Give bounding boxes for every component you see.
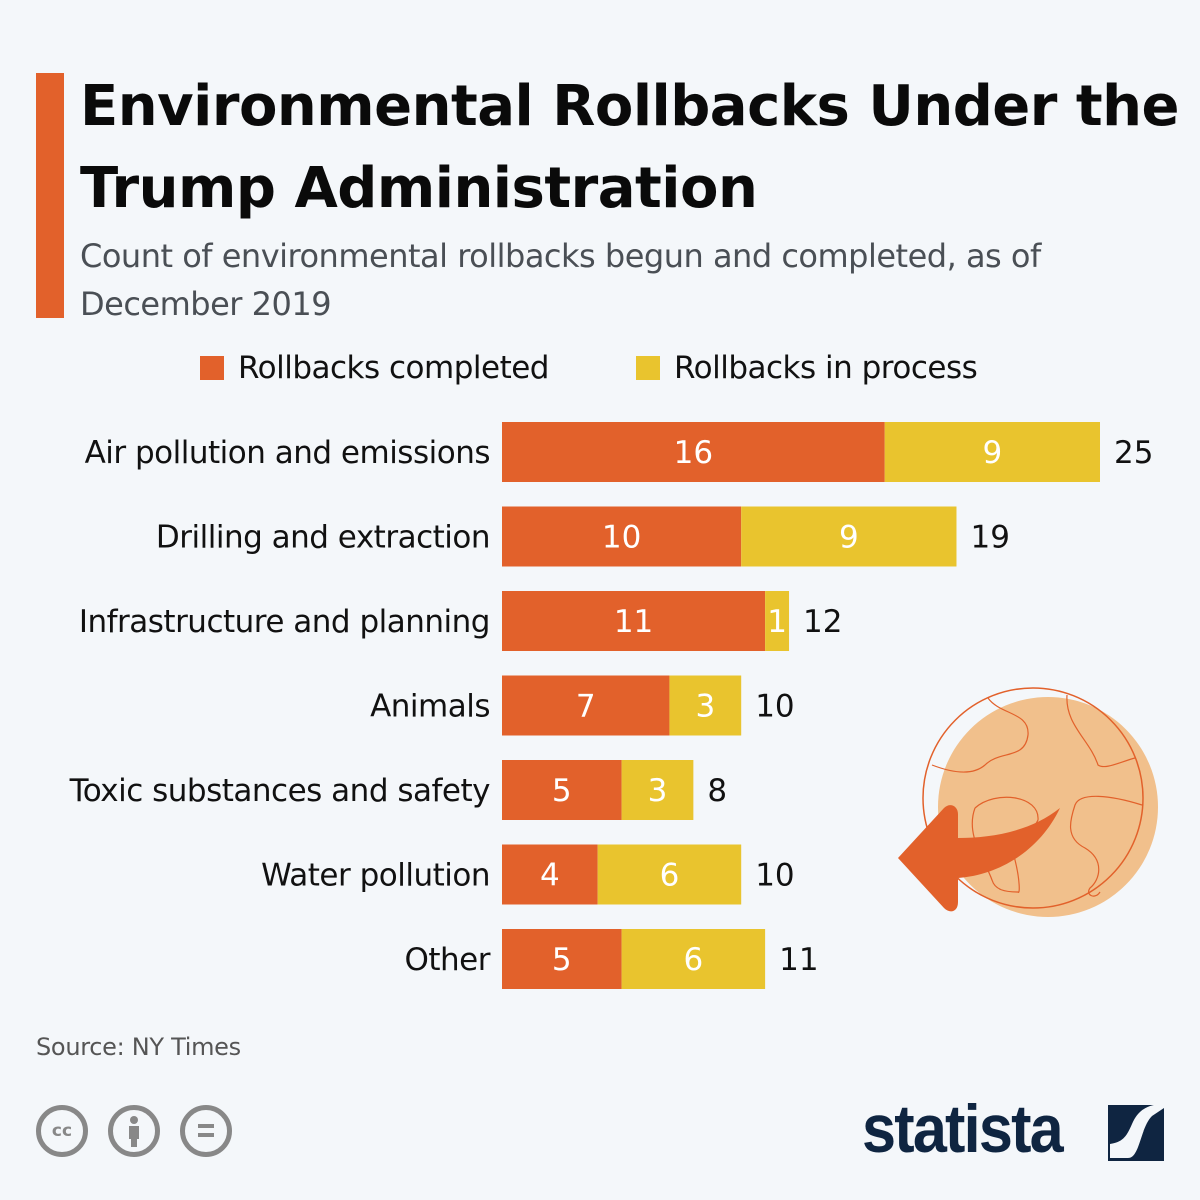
legend-item-completed: Rollbacks completed	[200, 348, 550, 388]
source-note: Source: NY Times	[36, 1033, 241, 1061]
bar-value-label: 7	[576, 689, 596, 725]
bar-segment-in-process	[621, 760, 694, 820]
bar-value-label: 5	[552, 773, 572, 809]
globe-illustration	[922, 687, 1158, 917]
no-derivatives-icon[interactable]	[180, 1105, 232, 1157]
category-label: Air pollution and emissions	[85, 435, 490, 471]
bar-total-label: 25	[1114, 435, 1153, 471]
statista-logo-icon[interactable]	[1108, 1104, 1164, 1161]
bar-segment-in-process	[765, 591, 790, 651]
category-label: Animals	[370, 689, 490, 725]
legend-item-in-process: Rollbacks in process	[636, 348, 978, 388]
bar-value-label: 10	[602, 520, 641, 556]
globe-continent	[931, 697, 1029, 773]
category-label: Toxic substances and safety	[69, 773, 491, 809]
globe-outline	[922, 687, 1144, 909]
bar-segment-completed	[502, 422, 885, 482]
category-label: Drilling and extraction	[156, 520, 490, 556]
bar-segment-completed	[502, 844, 598, 905]
bar-segment-completed	[502, 675, 670, 736]
bar-segment-in-process	[884, 422, 1100, 482]
legend-label-completed: Rollbacks completed	[238, 350, 550, 386]
attribution-icon[interactable]	[108, 1105, 160, 1157]
bar-segment-in-process	[621, 929, 766, 989]
bar-segment-in-process	[741, 506, 957, 567]
globe-continent	[1070, 795, 1143, 897]
bar-value-label: 6	[660, 858, 680, 894]
globe-continent	[1066, 694, 1136, 768]
undo-arrow-icon	[898, 805, 1060, 912]
bar-value-label: 5	[552, 942, 572, 978]
category-label: Infrastructure and planning	[79, 604, 490, 640]
bar-segment-completed	[502, 929, 622, 989]
cc-icon[interactable]: cc	[36, 1105, 88, 1157]
bar-segment-completed	[502, 591, 766, 651]
bar-value-label: 9	[839, 520, 859, 556]
legend-swatch-in-process	[636, 356, 660, 380]
bar-value-label: 16	[674, 435, 713, 471]
bar-value-label: 4	[540, 858, 560, 894]
category-label: Water pollution	[261, 858, 490, 894]
title-accent-bar	[36, 73, 64, 318]
chart-title: Environmental Rollbacks Under the Trump …	[80, 74, 1180, 221]
category-label: Other	[404, 942, 490, 978]
bar-total-label: 8	[707, 773, 727, 809]
bar-total-label: 12	[803, 604, 842, 640]
bar-segment-in-process	[669, 675, 742, 736]
bar-segment-completed	[502, 506, 742, 567]
bar-segment-in-process	[597, 844, 742, 905]
statista-logo-text[interactable]: statista	[862, 1091, 1064, 1167]
bar-value-label: 11	[614, 604, 653, 640]
chart-subtitle: Count of environmental rollbacks begun a…	[80, 237, 1041, 323]
globe-fill	[938, 697, 1158, 917]
legend-swatch-completed	[200, 356, 224, 380]
bar-value-label: 3	[648, 773, 668, 809]
bar-total-label: 11	[779, 942, 818, 978]
bar-total-label: 10	[755, 858, 794, 894]
bar-value-label: 6	[683, 942, 703, 978]
bar-total-label: 19	[970, 520, 1009, 556]
bar-value-label: 9	[982, 435, 1002, 471]
bar-total-label: 10	[755, 689, 794, 725]
bar-value-label: 3	[695, 689, 715, 725]
bar-segment-completed	[502, 760, 622, 820]
legend-label-in-process: Rollbacks in process	[674, 350, 978, 386]
bar-value-label: 1	[767, 604, 787, 640]
